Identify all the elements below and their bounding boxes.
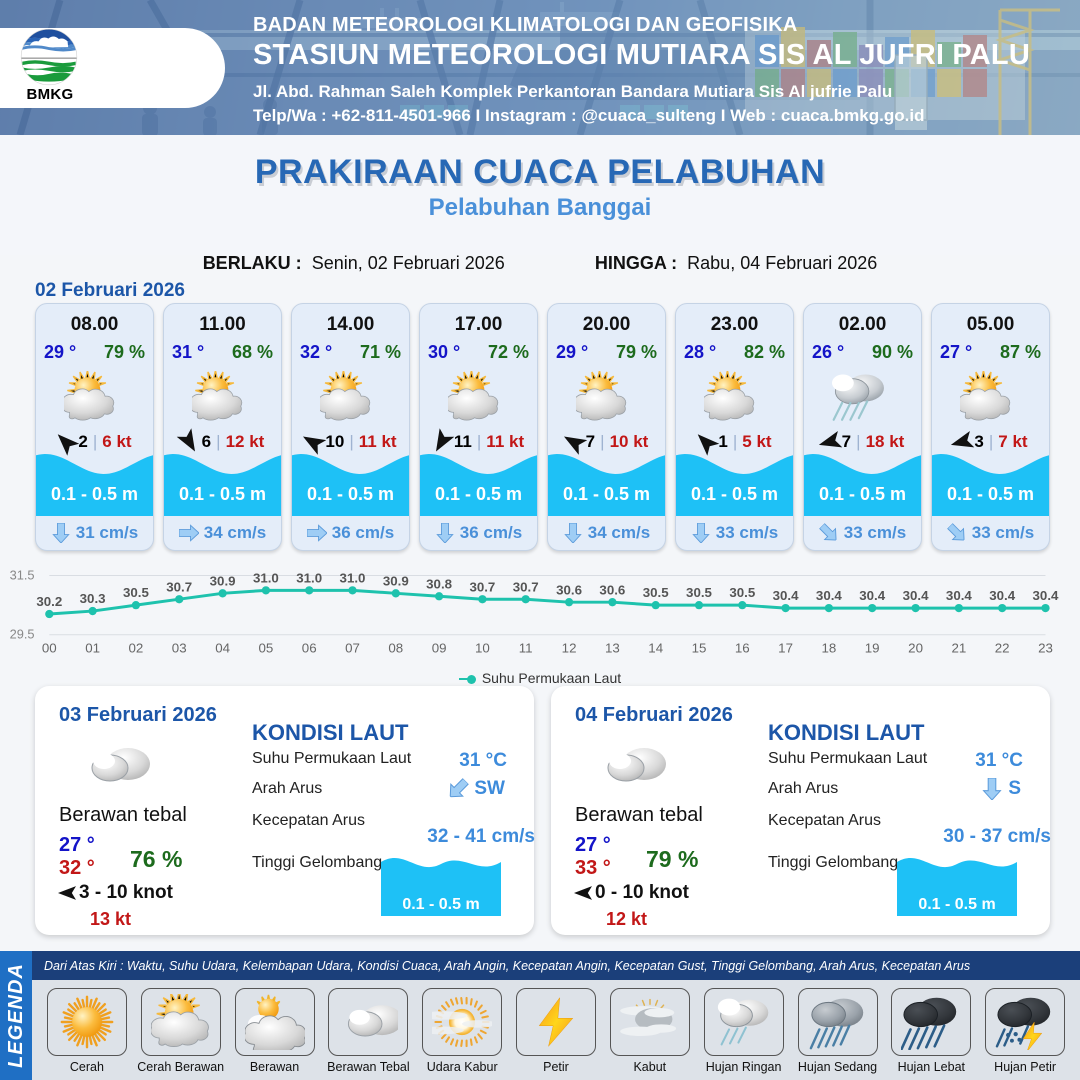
- svg-text:07: 07: [345, 640, 360, 655]
- svg-text:00: 00: [42, 640, 57, 655]
- svg-text:30.7: 30.7: [166, 579, 192, 594]
- svg-text:30.8: 30.8: [426, 576, 452, 591]
- svg-text:02: 02: [129, 640, 144, 655]
- svg-text:31.0: 31.0: [340, 570, 366, 585]
- svg-text:03: 03: [172, 640, 187, 655]
- svg-text:30.3: 30.3: [80, 591, 106, 606]
- svg-text:08: 08: [388, 640, 403, 655]
- svg-text:21: 21: [951, 640, 966, 655]
- svg-text:30.4: 30.4: [903, 588, 929, 603]
- svg-text:30.4: 30.4: [1033, 588, 1059, 603]
- svg-text:01: 01: [85, 640, 100, 655]
- svg-text:31.0: 31.0: [253, 570, 279, 585]
- svg-text:31.0: 31.0: [296, 570, 322, 585]
- svg-text:30.9: 30.9: [383, 573, 409, 588]
- svg-text:20: 20: [908, 640, 923, 655]
- svg-text:30.6: 30.6: [556, 582, 582, 597]
- svg-text:30.5: 30.5: [123, 585, 149, 600]
- svg-text:30.6: 30.6: [599, 582, 625, 597]
- svg-text:30.5: 30.5: [643, 585, 669, 600]
- svg-text:09: 09: [432, 640, 447, 655]
- svg-text:04: 04: [215, 640, 230, 655]
- svg-text:11: 11: [519, 640, 533, 655]
- svg-text:30.4: 30.4: [989, 588, 1015, 603]
- svg-text:30.4: 30.4: [816, 588, 842, 603]
- svg-text:06: 06: [302, 640, 317, 655]
- svg-text:30.7: 30.7: [469, 579, 495, 594]
- svg-text:30.2: 30.2: [36, 594, 62, 609]
- svg-text:16: 16: [735, 640, 750, 655]
- svg-text:13: 13: [605, 640, 620, 655]
- svg-text:29.5: 29.5: [10, 627, 35, 642]
- svg-text:22: 22: [995, 640, 1010, 655]
- svg-text:30.9: 30.9: [210, 573, 236, 588]
- svg-text:23: 23: [1038, 640, 1053, 655]
- svg-text:18: 18: [821, 640, 836, 655]
- svg-text:05: 05: [259, 640, 274, 655]
- svg-text:15: 15: [692, 640, 707, 655]
- svg-text:31.5: 31.5: [10, 567, 35, 582]
- svg-text:30.5: 30.5: [729, 585, 755, 600]
- svg-text:17: 17: [778, 640, 793, 655]
- svg-text:30.4: 30.4: [946, 588, 972, 603]
- svg-text:12: 12: [562, 640, 577, 655]
- svg-text:30.4: 30.4: [859, 588, 885, 603]
- svg-text:19: 19: [865, 640, 880, 655]
- svg-text:30.4: 30.4: [773, 588, 799, 603]
- svg-text:30.7: 30.7: [513, 579, 539, 594]
- svg-text:14: 14: [648, 640, 663, 655]
- svg-text:30.5: 30.5: [686, 585, 712, 600]
- svg-text:10: 10: [475, 640, 490, 655]
